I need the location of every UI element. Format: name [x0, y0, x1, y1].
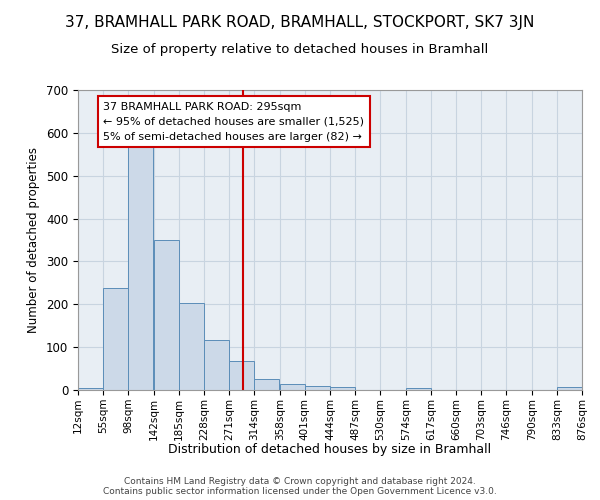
- Y-axis label: Number of detached properties: Number of detached properties: [28, 147, 40, 333]
- Bar: [128, 140, 153, 390]
- Bar: [204, 340, 229, 390]
- Text: 37 BRAMHALL PARK ROAD: 295sqm
← 95% of detached houses are smaller (1,525)
5% of: 37 BRAMHALL PARK ROAD: 295sqm ← 95% of d…: [103, 102, 364, 142]
- Bar: [280, 384, 305, 390]
- Text: 37, BRAMHALL PARK ROAD, BRAMHALL, STOCKPORT, SK7 3JN: 37, BRAMHALL PARK ROAD, BRAMHALL, STOCKP…: [65, 15, 535, 30]
- Bar: [154, 240, 179, 390]
- Bar: [557, 386, 582, 390]
- Bar: [229, 361, 254, 390]
- Bar: [103, 288, 128, 390]
- Text: Distribution of detached houses by size in Bramhall: Distribution of detached houses by size …: [169, 442, 491, 456]
- Bar: [179, 304, 204, 390]
- Text: Size of property relative to detached houses in Bramhall: Size of property relative to detached ho…: [112, 42, 488, 56]
- Text: Contains HM Land Registry data © Crown copyright and database right 2024.: Contains HM Land Registry data © Crown c…: [124, 478, 476, 486]
- Bar: [406, 388, 431, 390]
- Bar: [330, 386, 355, 390]
- Bar: [254, 380, 279, 390]
- Bar: [305, 386, 330, 390]
- Bar: [78, 388, 103, 390]
- Text: Contains public sector information licensed under the Open Government Licence v3: Contains public sector information licen…: [103, 488, 497, 496]
